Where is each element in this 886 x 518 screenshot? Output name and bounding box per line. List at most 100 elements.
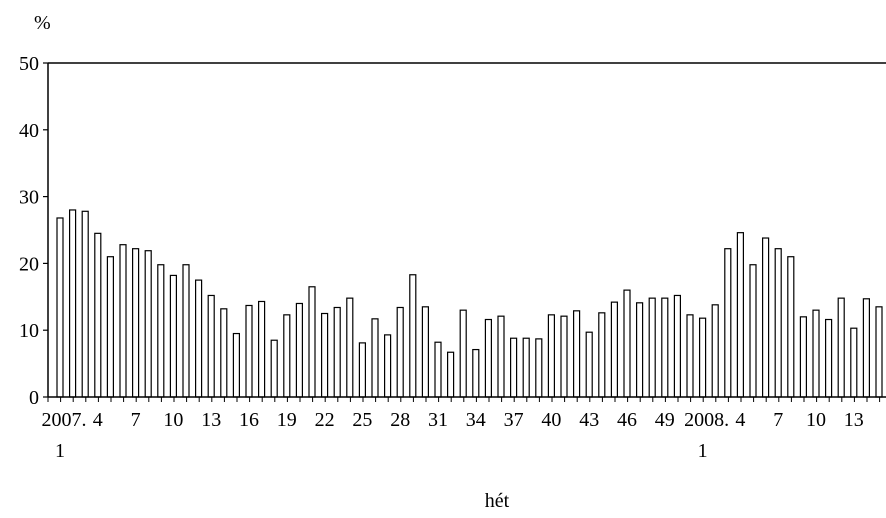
bar [409, 274, 417, 398]
bar [232, 332, 240, 398]
bar [623, 289, 631, 398]
axes-frame [47, 62, 886, 398]
x-tick-label: 22 [315, 409, 335, 431]
bar [270, 339, 278, 398]
bar [661, 297, 669, 398]
bar [434, 341, 442, 398]
x-tick-label: 4 [93, 409, 103, 431]
y-tick-label: 50 [19, 53, 39, 75]
bar [837, 297, 845, 398]
bar [497, 315, 505, 398]
bar [119, 244, 127, 398]
bar [698, 317, 707, 398]
bar [510, 337, 518, 398]
bar [535, 338, 543, 398]
bar [648, 297, 656, 398]
y-tick-label: 40 [19, 120, 39, 142]
bar [812, 309, 820, 398]
x-tick-label: 31 [428, 409, 448, 431]
x-tick-label: 13 [201, 409, 221, 431]
bar [207, 294, 215, 398]
bar [761, 237, 770, 398]
bar [547, 314, 556, 398]
x-tick-label: 2007. 1 [42, 409, 87, 462]
bar [610, 301, 619, 398]
x-tick-label: 2008. 1 [684, 409, 729, 462]
bar [711, 304, 719, 398]
x-axis: 2007. 1 4 7 10 13 16 19 22 25 28 31 34 37 40 43 46 49 2008… [42, 397, 881, 462]
bar [799, 316, 808, 398]
bar [736, 232, 745, 398]
x-axis-title: hét [485, 490, 510, 512]
bar [749, 264, 757, 398]
x-tick-label: 25 [352, 409, 372, 431]
y-axis: 0 10 20 30 40 50 [19, 53, 48, 409]
bar [472, 348, 480, 398]
bar [787, 256, 795, 398]
bar [144, 250, 152, 398]
bar [182, 264, 190, 398]
bar [308, 286, 316, 398]
bar [132, 248, 140, 398]
bar [774, 248, 782, 398]
bar [333, 306, 341, 398]
x-tick-label: 19 [277, 409, 297, 431]
bar [850, 327, 858, 398]
bar [56, 217, 64, 398]
y-tick-label: 20 [19, 253, 39, 275]
bar [824, 318, 833, 398]
bar [220, 308, 228, 398]
bar [384, 334, 392, 398]
y-tick-label: 0 [29, 387, 39, 409]
bar [635, 302, 644, 398]
bar [295, 302, 303, 398]
bar [875, 306, 883, 398]
x-tick-label: 10 [806, 409, 826, 431]
y-axis-unit-label: % [34, 12, 51, 34]
bar [585, 331, 593, 398]
bar [68, 209, 77, 398]
bar [195, 279, 203, 398]
bar [358, 342, 366, 398]
bar [522, 337, 530, 398]
bar [484, 318, 492, 398]
bar [598, 312, 606, 398]
bar [421, 306, 429, 398]
x-tick-label: 7 [773, 409, 783, 431]
x-tick-label: 4 [735, 409, 745, 431]
bar [686, 314, 694, 398]
y-tick-label: 10 [19, 320, 39, 342]
bar [346, 297, 354, 398]
bar [258, 300, 266, 398]
bar [560, 315, 568, 398]
bar [94, 232, 102, 398]
bar [459, 309, 467, 398]
x-tick-label: 34 [466, 409, 486, 431]
x-tick-label: 40 [541, 409, 561, 431]
y-tick-label: 30 [19, 187, 39, 209]
bar [371, 318, 379, 398]
bar [157, 264, 165, 398]
x-tick-label: 10 [163, 409, 183, 431]
x-tick-label: 16 [239, 409, 259, 431]
bar [862, 298, 871, 398]
bar [283, 314, 291, 398]
bar [396, 306, 404, 398]
bar [321, 312, 329, 398]
x-tick-label: 46 [617, 409, 637, 431]
bar [673, 294, 682, 398]
x-tick-label: 7 [131, 409, 141, 431]
bar [81, 210, 89, 398]
bar [572, 310, 581, 398]
bar [447, 351, 455, 398]
bar [169, 274, 177, 398]
x-tick-label: 13 [844, 409, 864, 431]
bar-series [56, 209, 883, 398]
x-tick-label: 43 [579, 409, 599, 431]
bar [724, 248, 732, 398]
x-tick-label: 28 [390, 409, 410, 431]
x-tick-label: 49 [655, 409, 675, 431]
bar [106, 256, 115, 398]
bar [245, 304, 253, 398]
